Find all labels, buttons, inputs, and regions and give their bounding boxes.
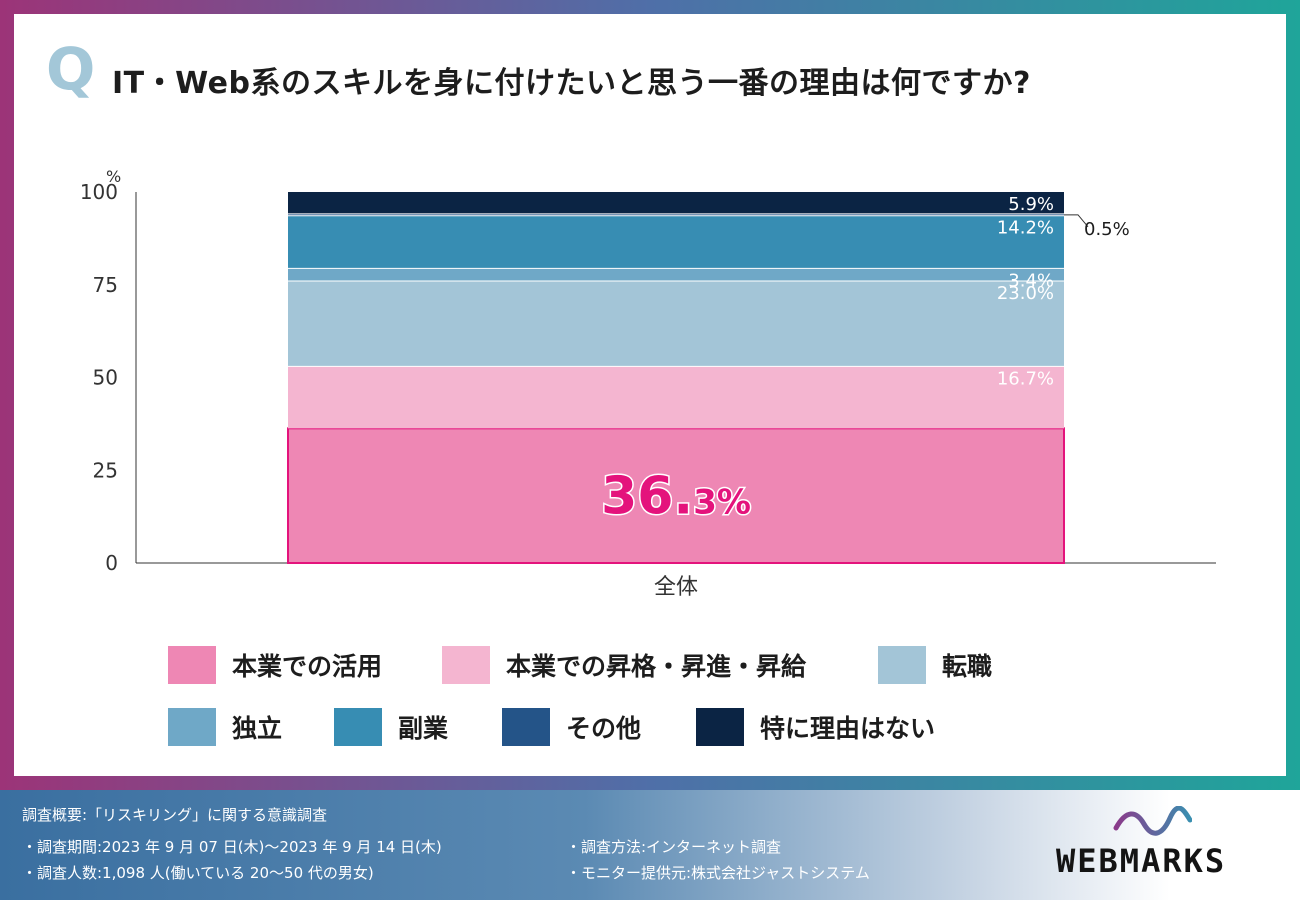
webmarks-wave-icon <box>1113 806 1192 836</box>
data-label: 23.0% <box>997 283 1054 304</box>
legend-label: 転職 <box>942 652 993 681</box>
bar-segment <box>287 427 1065 564</box>
data-label: 16.7% <box>997 368 1054 389</box>
y-axis-unit-label: % <box>106 167 121 186</box>
data-label: 5.9% <box>1008 194 1054 215</box>
survey-monitor: ・モニター提供元:株式会社ジャストシステム <box>566 864 870 882</box>
legend-swatch <box>168 646 216 684</box>
x-category-label: 全体 <box>654 575 698 600</box>
y-tick-label: 0 <box>105 551 118 575</box>
legend-swatch <box>442 646 490 684</box>
survey-title: 調査概要:「リスキリング」に関する意識調査 <box>22 806 328 824</box>
survey-method: ・調査方法:インターネット調査 <box>566 838 782 856</box>
survey-respondents: ・調査人数:1,098 人(働いている 20〜50 代の男女) <box>22 864 374 882</box>
legend-swatch <box>696 708 744 746</box>
y-tick-label: 100 <box>80 180 118 204</box>
data-label: 14.2% <box>997 218 1054 239</box>
data-label: 3.4% <box>1008 270 1054 291</box>
legend-label: その他 <box>566 714 642 743</box>
question-q-mark: Q <box>46 35 96 103</box>
leader-line <box>1064 214 1089 228</box>
legend-swatch <box>502 708 550 746</box>
legend-label: 副業 <box>398 714 449 743</box>
y-tick-label: 75 <box>93 273 118 297</box>
legend-swatch <box>878 646 926 684</box>
legend-item-dokuritsu: 独立 <box>168 708 282 746</box>
bar-segment <box>288 281 1064 367</box>
data-label: 0.5% <box>1084 219 1130 240</box>
legend-item-sonota: その他 <box>502 708 641 746</box>
legend-label: 本業での昇格・昇進・昇給 <box>506 652 807 681</box>
y-tick-label: 25 <box>93 458 118 482</box>
legend-item-honmu-katsuyo: 本業での活用 <box>168 646 382 684</box>
survey-period: ・調査期間:2023 年 9 月 07 日(木)〜2023 年 9 月 14 日… <box>22 838 442 856</box>
legend-label: 本業での活用 <box>232 652 383 681</box>
legend-item-tokuni-nai: 特に理由はない <box>696 708 935 746</box>
bar-segment <box>288 192 1064 214</box>
webmarks-logo: WEBMARKS <box>1056 842 1227 880</box>
legend-swatch <box>168 708 216 746</box>
bar-segment <box>288 268 1064 282</box>
question-title: IT・Web系のスキルを身に付けたいと思う一番の理由は何ですか? <box>112 66 1031 101</box>
survey-footer: 調査概要:「リスキリング」に関する意識調査 ・調査期間:2023 年 9 月 0… <box>0 790 1300 900</box>
legend-item-tenshoku: 転職 <box>878 646 992 684</box>
stacked-bar-chart: % 0 25 50 75 100 36.3% 16.7% 23.0%3.4% 14.2% 0.5% 5… <box>80 167 1216 600</box>
data-label-highlight: 36.3% <box>601 467 751 527</box>
legend-swatch <box>334 708 382 746</box>
legend-label: 独立 <box>232 714 283 743</box>
bar-segment <box>288 213 1064 216</box>
legend-label: 特に理由はない <box>760 714 936 743</box>
legend-item-fukugyo: 副業 <box>334 708 448 746</box>
y-tick-label: 50 <box>93 366 118 390</box>
legend-item-shokaku: 本業での昇格・昇進・昇給 <box>442 646 806 684</box>
bar-segment <box>288 215 1064 269</box>
bar-segment <box>288 366 1064 429</box>
